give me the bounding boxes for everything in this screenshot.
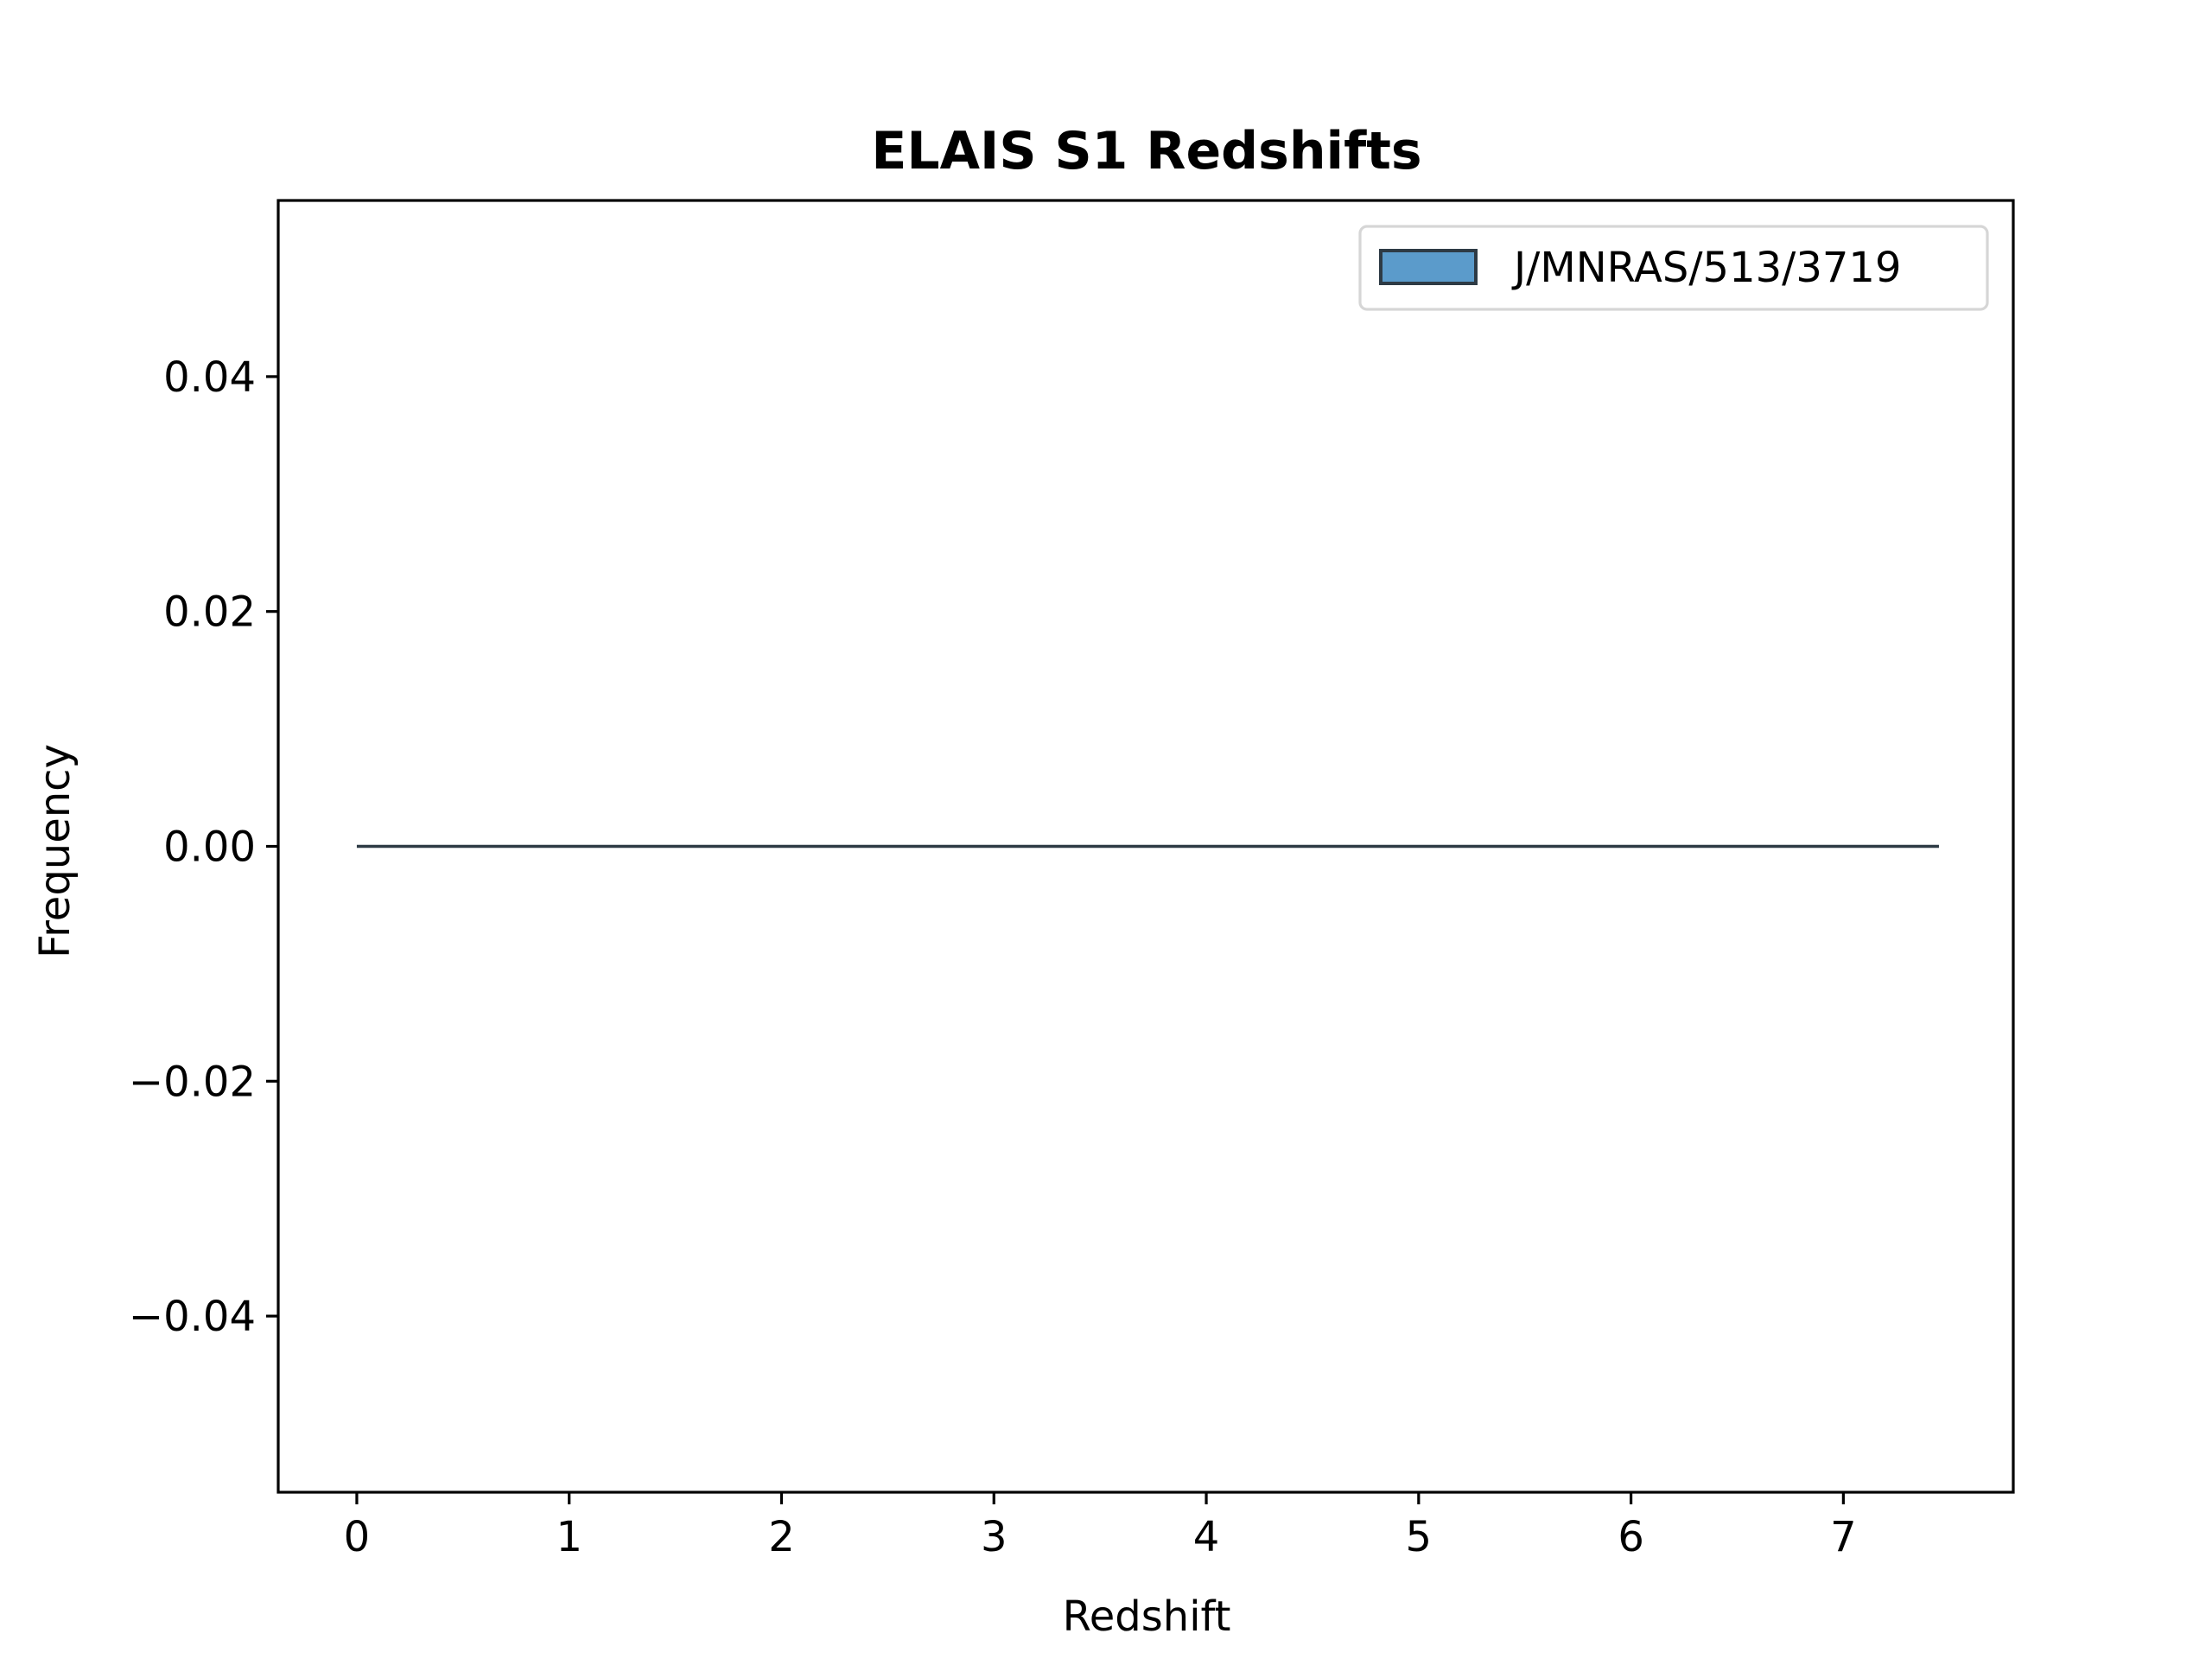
y-tick-label: −0.04 [129,1293,256,1341]
y-tick-label: 0.00 [163,823,256,872]
x-tick-label: 0 [344,1513,371,1561]
y-tick-label: −0.02 [129,1058,256,1106]
x-tick-label: 3 [981,1513,1007,1561]
y-tick-label: 0.02 [163,588,256,637]
y-tick-label: 0.04 [163,353,256,402]
y-axis-title: Frequency [31,744,79,958]
legend-label: J/MNRAS/513/3719 [1511,244,1901,292]
chart-title: ELAIS S1 Redshifts [871,121,1421,181]
legend: J/MNRAS/513/3719 [1358,225,1989,311]
x-tick-label: 7 [1830,1513,1857,1561]
y-axis: 0.04 0.02 0.00 −0.02 −0.04 [129,353,278,1341]
plot-frame [276,199,2015,1494]
x-tick-label: 5 [1406,1513,1433,1561]
x-axis-title: Redshift [1063,1592,1231,1641]
x-tick-label: 1 [556,1513,582,1561]
x-tick-label: 6 [1618,1513,1644,1561]
x-axis: 0 1 2 3 4 5 6 7 [344,1492,1857,1561]
x-tick-label: 4 [1193,1513,1220,1561]
legend-box [1358,225,1989,311]
x-tick-label: 2 [768,1513,795,1561]
legend-swatch [1379,249,1478,285]
